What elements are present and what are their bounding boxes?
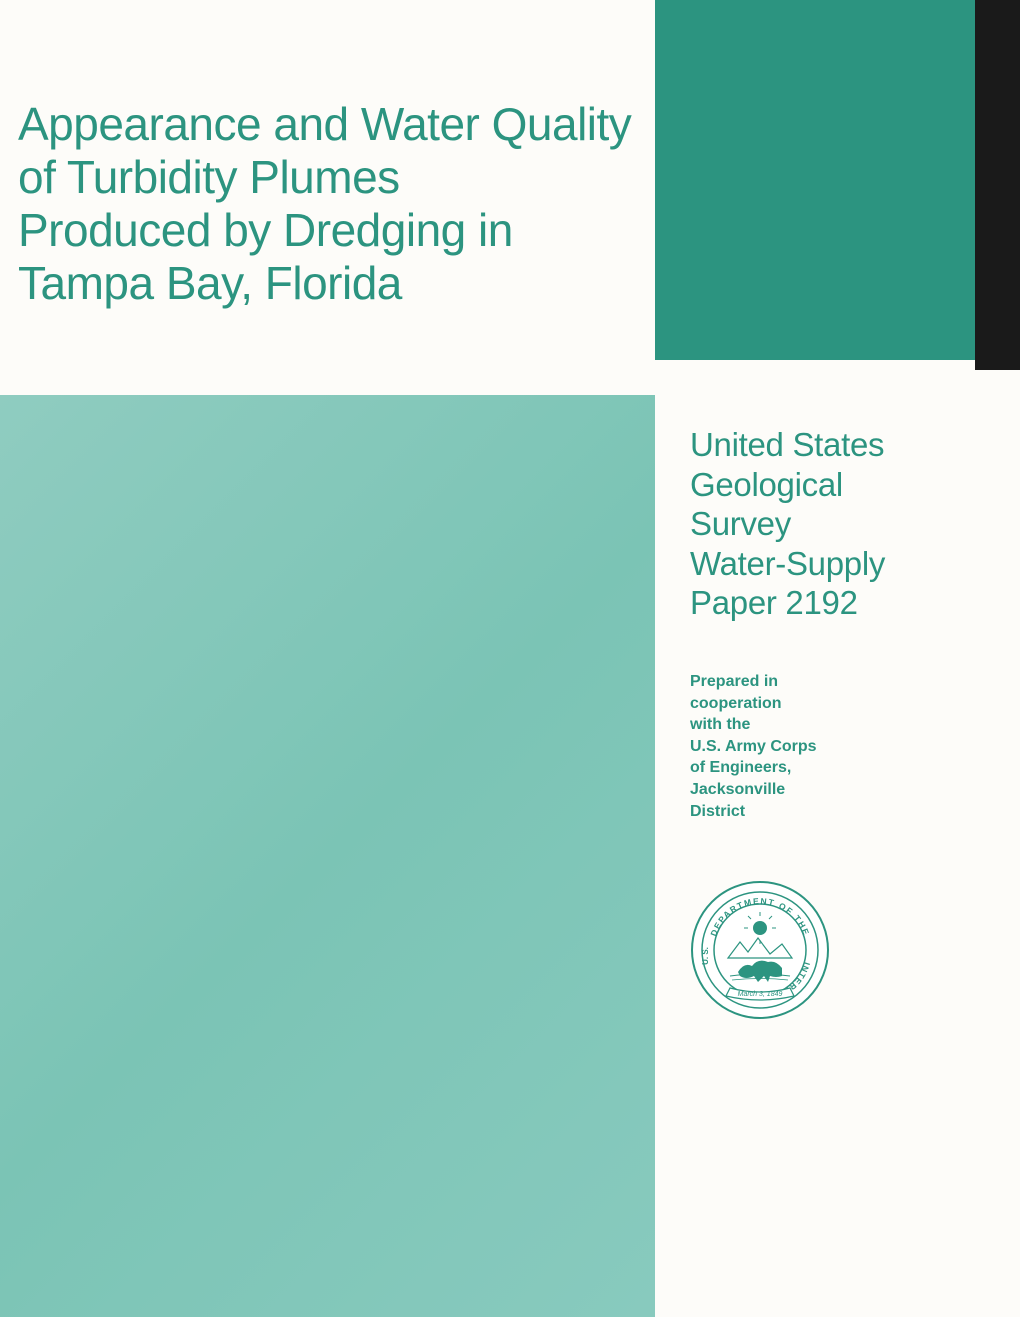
seal-sun-icon xyxy=(753,921,767,935)
top-right-color-block xyxy=(655,0,975,360)
series-line-3: Survey xyxy=(690,505,791,542)
series-line-4: Water-Supply xyxy=(690,545,885,582)
title-line-1: Appearance and Water Quality xyxy=(18,98,631,150)
coop-line-7: District xyxy=(690,803,745,820)
department-seal: DEPARTMENT OF THE U. S. INTERIOR xyxy=(690,880,830,1020)
series-title: United States Geological Survey Water-Su… xyxy=(690,425,970,623)
coop-line-6: Jacksonville xyxy=(690,781,785,798)
coop-line-4: U.S. Army Corps xyxy=(690,738,817,755)
title-region: Appearance and Water Quality of Turbidit… xyxy=(18,98,658,310)
seal-icon: DEPARTMENT OF THE U. S. INTERIOR xyxy=(690,880,830,1020)
title-line-3: Produced by Dredging in xyxy=(18,204,513,256)
seal-banner-text: March 3, 1849 xyxy=(738,991,783,998)
bottom-left-color-block xyxy=(0,395,655,1317)
series-line-5: Paper 2192 xyxy=(690,584,858,621)
document-title: Appearance and Water Quality of Turbidit… xyxy=(18,98,658,310)
coop-line-2: cooperation xyxy=(690,695,782,712)
coop-line-5: of Engineers, xyxy=(690,759,791,776)
right-info-column: United States Geological Survey Water-Su… xyxy=(690,425,970,822)
series-line-1: United States xyxy=(690,426,884,463)
cover-page: Appearance and Water Quality of Turbidit… xyxy=(0,0,1020,1317)
coop-line-3: with the xyxy=(690,716,750,733)
cooperation-note: Prepared in cooperation with the U.S. Ar… xyxy=(690,671,860,822)
spine-strip xyxy=(975,0,1020,370)
coop-line-1: Prepared in xyxy=(690,673,778,690)
title-line-2: of Turbidity Plumes xyxy=(18,151,400,203)
seal-text-left: U. S. xyxy=(701,947,710,965)
series-line-2: Geological xyxy=(690,466,843,503)
title-line-4: Tampa Bay, Florida xyxy=(18,257,402,309)
